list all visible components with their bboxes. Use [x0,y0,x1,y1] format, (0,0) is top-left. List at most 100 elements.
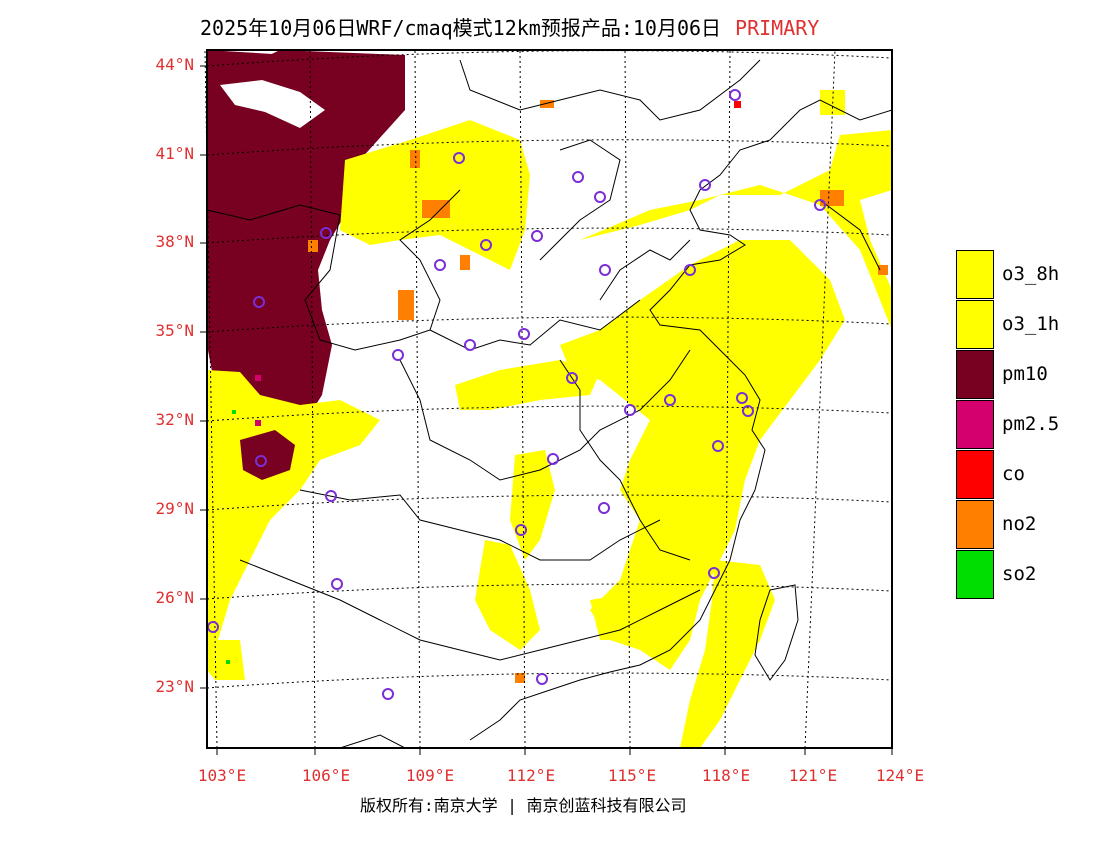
no2-spot [540,100,554,108]
station-markers [207,89,826,700]
o3-region-southeast-coast [680,560,775,748]
lat-label-35: 35°N [155,321,194,340]
station-marker-icon [480,239,492,251]
map-frame [206,49,893,749]
legend-label: o3_8h [1002,263,1060,285]
lon-label-121: 121°E [788,766,838,785]
legend-swatch [956,399,994,449]
pollution-layers [207,50,892,748]
station-marker-icon [536,673,548,685]
legend-item-no2: no2 [956,499,1059,549]
no2-spot [460,255,470,270]
no2-spot [515,673,525,683]
station-marker-icon [531,230,543,242]
station-marker-icon [664,394,676,406]
lon-label-103: 103°E [197,766,247,785]
station-marker-icon [320,227,332,239]
taiwan-outline [754,584,799,681]
station-marker-icon [434,259,446,271]
graticule-meridian [624,49,631,749]
o3-region-hunan [510,450,555,560]
province-border [207,189,461,351]
station-marker-icon [331,578,343,590]
province-border [399,349,691,481]
station-marker-icon [729,89,741,101]
no2-spot [398,290,414,320]
co-spot [734,101,741,108]
station-marker-icon [598,502,610,514]
legend-item-so2: so2 [956,549,1059,599]
lat-label-29: 29°N [155,499,194,518]
title-tag: PRIMARY [735,16,820,40]
so2-spot [226,660,230,664]
province-border [599,239,691,301]
province-border [539,139,621,261]
lon-label-118: 118°E [701,766,751,785]
station-marker-icon [382,688,394,700]
lat-label-38: 38°N [155,232,194,251]
station-marker-icon [515,524,527,536]
legend-swatch [956,549,994,599]
no2-spot [410,150,420,168]
no2-spot [422,200,450,218]
province-border [239,559,701,661]
legend-item-pm10: pm10 [956,349,1059,399]
province-border [819,199,881,271]
station-marker-icon [392,349,404,361]
graticule-meridian [309,49,316,749]
station-marker-icon [594,191,606,203]
station-marker-icon [699,179,711,191]
o3-region-east-plain [560,240,845,670]
province-border [299,489,661,561]
pm25-spot [255,420,261,426]
map-title: 2025年10月06日WRF/cmaq模式12km预报产品:10月06日 PRIM… [200,12,819,41]
pm25-spot [255,375,261,381]
lon-label-112: 112°E [506,766,556,785]
station-marker-icon [518,328,530,340]
station-marker-icon [736,392,748,404]
legend-label: so2 [1002,563,1037,585]
station-marker-icon [814,199,826,211]
legend-item-pm25: pm2.5 [956,399,1059,449]
station-marker-icon [253,296,265,308]
legend-label: pm10 [1002,363,1048,385]
graticule-meridian [519,49,526,749]
pm10-region-sichuan-east [240,430,295,480]
clear-pocket-north [220,80,325,128]
legend-swatch [956,249,994,299]
lat-label-41: 41°N [155,144,194,163]
pollutant-legend: o3_8h o3_1h pm10 pm2.5 co no2 so2 [956,249,1059,599]
so2-spot [232,410,236,414]
station-marker-icon [684,264,696,276]
lon-label-106: 106°E [301,766,351,785]
lon-label-115: 115°E [607,766,657,785]
no2-spot [308,240,318,252]
title-text: 2025年10月06日WRF/cmaq模式12km预报产品:10月06日 [200,16,722,40]
station-marker-icon [599,264,611,276]
station-marker-icon [547,453,559,465]
legend-swatch [956,349,994,399]
lat-label-26: 26°N [155,588,194,607]
axis-ticks [200,65,893,755]
legend-item-o3-8h: o3_8h [956,249,1059,299]
station-marker-icon [453,152,465,164]
graticule-meridian [724,49,731,749]
legend-swatch [956,499,994,549]
coastline [469,99,892,741]
lat-label-44: 44°N [155,55,194,74]
o3-region-central-band [455,360,600,410]
station-marker-icon [325,490,337,502]
station-marker-icon [624,404,636,416]
legend-label: o3_1h [1002,313,1060,335]
station-marker-icon [255,455,267,467]
station-marker-icon [742,405,754,417]
legend-swatch [956,449,994,499]
station-marker-icon [566,372,578,384]
lat-label-23: 23°N [155,677,194,696]
legend-swatch [956,299,994,349]
no2-spot [878,265,888,275]
province-border [459,59,761,121]
o3-region-bohai [580,130,892,330]
lat-label-32: 32°N [155,410,194,429]
